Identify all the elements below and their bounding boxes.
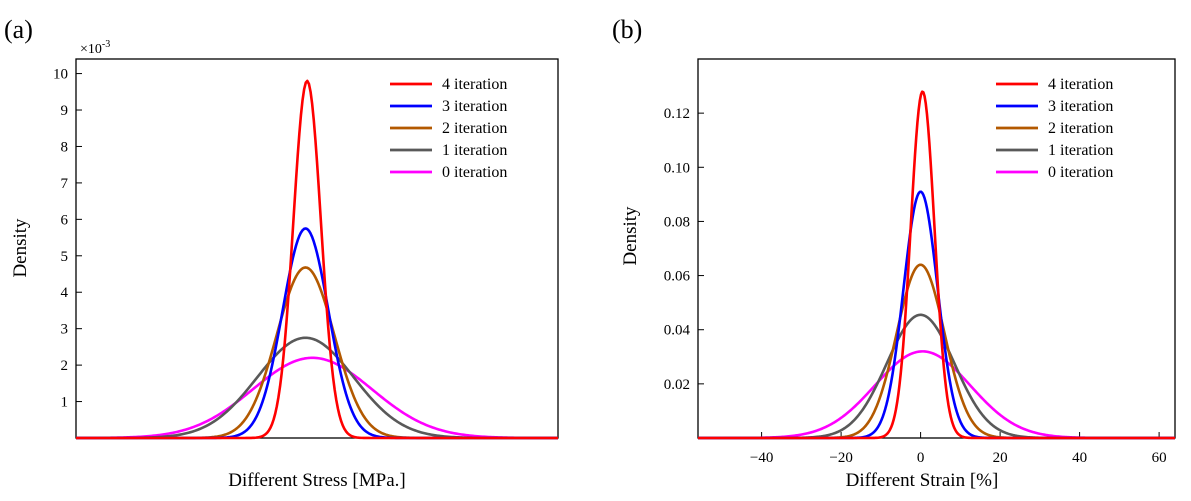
chart-a-legend-label: 2 iteration [442, 120, 507, 137]
chart-b-series-line [697, 90, 1176, 440]
chart-a-x-axis-title: Different Stress [MPa.] [228, 470, 405, 491]
chart-b-plot-frame [697, 58, 1176, 439]
chart-a-series-line [76, 336, 558, 440]
chart-a-y-axis-title: Density [10, 218, 31, 278]
chart-b-x-tick-label: −40 [750, 450, 773, 466]
chart-b-x-tick-label: −20 [829, 450, 852, 466]
chart-b-x-tick-label: 40 [1072, 450, 1087, 466]
chart-a-plot-frame [75, 58, 559, 439]
chart-b-y-tick-label: 0.04 [664, 323, 691, 339]
chart-a-legend: 4 iteration 3 iteration 2 iteration 1 itera… [390, 76, 507, 181]
chart-a-legend-label: 1 iteration [442, 142, 507, 159]
chart-a-y-tick-label: 7 [61, 176, 69, 192]
chart-a-y-tick-label: 1 [61, 395, 69, 411]
chart-a: (a) ×10-3 Density Different Stress [MPa.… [4, 15, 559, 491]
chart-a-y-tick-label: 5 [61, 249, 69, 265]
chart-b-x-tick-label: 0 [917, 450, 925, 466]
chart-b-y-axis-title: Density [620, 206, 641, 266]
chart-b-x-tick-label: 60 [1152, 450, 1167, 466]
chart-b-x-tick-label: 20 [993, 450, 1008, 466]
chart-b-series-line [697, 350, 1176, 440]
chart-b-series-lines [697, 90, 1176, 440]
chart-a-y-tick-label: 9 [61, 103, 69, 119]
panel-b-label: (b) [612, 15, 642, 44]
chart-a-series-lines [76, 79, 558, 440]
chart-b-y-tick-label: 0.10 [664, 160, 690, 176]
chart-a-series-line [76, 356, 558, 440]
chart-b-y-tick-label: 0.02 [664, 377, 690, 393]
panel-a-label: (a) [4, 15, 33, 44]
chart-a-y-tick-label: 8 [61, 139, 69, 155]
chart-b-legend-label: 3 iteration [1048, 98, 1113, 115]
chart-a-legend-label: 3 iteration [442, 98, 507, 115]
chart-a-legend-label: 0 iteration [442, 164, 507, 181]
chart-a-y-tick-label: 2 [61, 358, 69, 374]
chart-a-series-line [76, 227, 558, 440]
chart-b-legend-label: 4 iteration [1048, 76, 1113, 93]
chart-b-y-tick-label: 0.12 [664, 106, 690, 122]
chart-b-y-ticks: 0.02 0.04 0.06 0.08 0.10 0.12 [664, 106, 704, 393]
chart-b: (b) Density Different Strain [%] 0.020.0… [612, 15, 1176, 491]
chart-a-legend-label: 4 iteration [442, 76, 507, 93]
chart-b-y-tick-label: 0.08 [664, 214, 690, 230]
chart-b-x-axis-title: Different Strain [%] [846, 470, 999, 491]
chart-b-legend-label: 1 iteration [1048, 142, 1113, 159]
chart-a-y-tick-label: 3 [61, 322, 69, 338]
chart-b-series-line [697, 190, 1176, 440]
chart-a-y-ticks: 1 2 3 4 5 6 7 8 9 10 [53, 67, 82, 411]
chart-a-y-tick-label: 10 [53, 67, 68, 83]
chart-a-series-line [76, 79, 558, 440]
chart-a-y-tick-label: 4 [61, 285, 69, 301]
chart-b-series-line [697, 263, 1176, 440]
chart-b-legend: 4 iteration 3 iteration 2 iteration 1 itera… [996, 76, 1113, 181]
chart-b-legend-label: 0 iteration [1048, 164, 1113, 181]
chart-a-series-line [76, 266, 558, 440]
chart-b-y-tick-label: 0.06 [664, 269, 691, 285]
chart-a-y-multiplier: ×10-3 [80, 39, 110, 57]
chart-b-legend-label: 2 iteration [1048, 120, 1113, 137]
chart-a-y-tick-label: 6 [61, 212, 69, 228]
chart-b-series-line [697, 313, 1176, 440]
